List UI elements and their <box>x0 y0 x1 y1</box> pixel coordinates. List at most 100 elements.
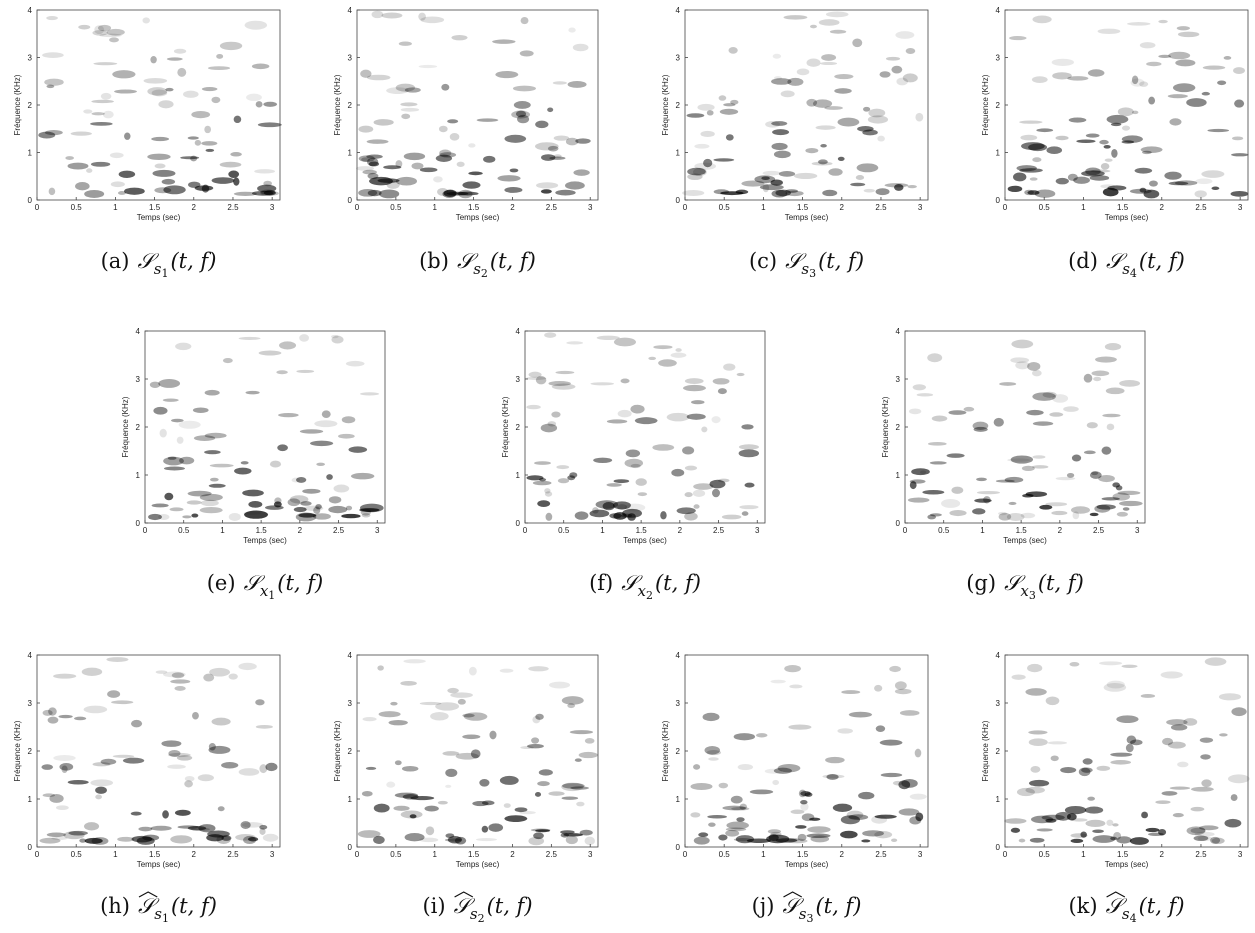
spectrogram-blob <box>874 831 893 839</box>
spectrogram-blob <box>690 812 701 818</box>
spectrogram-blob <box>709 479 726 489</box>
spectrogram-blob <box>361 157 371 162</box>
x-tick-label: 1 <box>980 526 985 535</box>
spectrogram-blob <box>360 392 380 396</box>
x-tick-label: 2 <box>192 850 197 859</box>
spectrogram-blob <box>871 815 888 824</box>
spectrogram-blob <box>832 803 853 812</box>
spectrogram-blob <box>1106 680 1125 689</box>
spectrogram-blob <box>998 512 1012 521</box>
spectrogram-blob <box>1030 765 1041 773</box>
y-axis-label: Fréquence (KHz) <box>661 74 670 135</box>
spectrogram-blob <box>1032 392 1056 401</box>
spectrogram-blob <box>99 33 122 38</box>
spectrogram-blob <box>995 479 1015 483</box>
x-axis-label: Temps (sec) <box>456 860 500 869</box>
spectrogram-blob <box>993 417 1004 427</box>
spectrogram-blob <box>273 501 282 508</box>
spectrogram-blob <box>1025 491 1048 497</box>
x-tick-label: 0.5 <box>719 203 731 212</box>
spectrogram-blob <box>162 398 179 402</box>
spectrogram-blob <box>875 725 886 733</box>
spectrogram-blob <box>972 421 989 430</box>
spectrogram-blob <box>1200 754 1211 760</box>
spectrogram-blob <box>1167 94 1188 99</box>
spectrogram-blob <box>263 190 276 196</box>
spectrogram-blob <box>909 816 922 825</box>
spectrogram-blob <box>163 185 186 195</box>
spectrogram-blob <box>1032 421 1054 426</box>
caption-index: 2 <box>481 267 488 280</box>
spectrogram-blob <box>1115 485 1123 491</box>
spectrogram-blob <box>1096 765 1111 771</box>
y-axis-label: Fréquence (KHz) <box>333 74 342 135</box>
spectrogram-blob <box>1011 339 1034 349</box>
spectrogram-blob <box>366 154 383 159</box>
spectrogram-blob <box>738 444 760 450</box>
spectrogram-blob <box>296 476 307 483</box>
caption-subscript: s <box>473 260 481 278</box>
spectrogram-blob <box>535 375 547 385</box>
spectrogram-blob <box>240 461 249 465</box>
spectrogram-blob <box>1025 688 1047 696</box>
spectrogram-blob <box>1004 476 1024 483</box>
spectrogram-blob <box>166 57 183 61</box>
spectrogram-blob <box>503 803 511 808</box>
spectrogram-blob <box>929 513 942 517</box>
spectrogram-blob <box>142 17 150 24</box>
spectrogram-blob <box>263 101 278 107</box>
y-tick-label: 1 <box>516 471 521 480</box>
spectrogram-blob <box>894 681 907 690</box>
caption-label: (d) <box>1068 249 1098 273</box>
spectrogram-texture <box>148 334 384 522</box>
y-tick-label: 1 <box>348 795 353 804</box>
y-tick-label: 2 <box>136 423 141 432</box>
spectrogram-blob <box>1050 755 1059 762</box>
spectrogram-blob <box>868 108 886 118</box>
caption-args: (t, f) <box>490 249 536 273</box>
spectrogram-blob <box>154 163 166 169</box>
y-tick-label: 0 <box>896 519 901 528</box>
panel: 0 0.5 1 1.5 2 2.5 3 0 1 2 3 4 Temps (sec) Fréquence (… <box>661 651 929 925</box>
spectrogram-blob <box>208 483 226 488</box>
spectrogram-blob <box>366 74 391 81</box>
spectrogram-blob <box>1116 715 1139 723</box>
spectrogram-blob <box>395 176 418 186</box>
spectrogram-blob <box>442 751 460 756</box>
x-tick-label: 2.5 <box>875 203 887 212</box>
spectrogram-blob <box>1086 422 1098 429</box>
spectrogram-blob <box>973 426 988 432</box>
spectrogram-blob <box>1130 739 1143 746</box>
spectrogram-blob <box>1105 387 1125 395</box>
spectrogram-blob <box>291 477 301 483</box>
spectrogram-blob <box>255 101 263 108</box>
x-tick-label: 0 <box>1003 203 1008 212</box>
spectrogram-blob <box>114 89 137 94</box>
caption-args: (t, f) <box>277 571 323 595</box>
spectrogram-blob <box>834 73 854 80</box>
caption-subscript: s <box>154 260 162 278</box>
spectrogram-blob <box>1097 28 1121 34</box>
spectrogram-blob <box>219 41 243 51</box>
spectrogram-blob <box>136 836 155 845</box>
y-tick-label: 4 <box>348 651 353 660</box>
spectrogram-blob <box>852 38 863 48</box>
spectrogram-blob <box>138 826 153 832</box>
spectrogram-blob <box>880 772 903 778</box>
spectrogram-blob <box>1064 805 1087 815</box>
spectrogram-blob <box>233 191 257 196</box>
x-tick-label: 0.5 <box>71 850 83 859</box>
spectrogram-blob <box>42 52 64 58</box>
x-tick-label: 2 <box>840 850 845 859</box>
spectrogram-blob <box>584 738 595 744</box>
x-tick-label: 2 <box>1058 526 1063 535</box>
y-tick-label: 3 <box>28 699 33 708</box>
spectrogram-blob <box>300 501 312 506</box>
spectrogram-blob <box>725 829 740 837</box>
spectrogram-blob <box>211 96 221 104</box>
spectrogram-texture <box>1007 15 1249 199</box>
spectrogram-blob <box>79 838 87 843</box>
spectrogram-blob <box>299 334 310 342</box>
spectrogram-blob <box>694 143 710 149</box>
spectrogram-blob <box>741 424 754 430</box>
